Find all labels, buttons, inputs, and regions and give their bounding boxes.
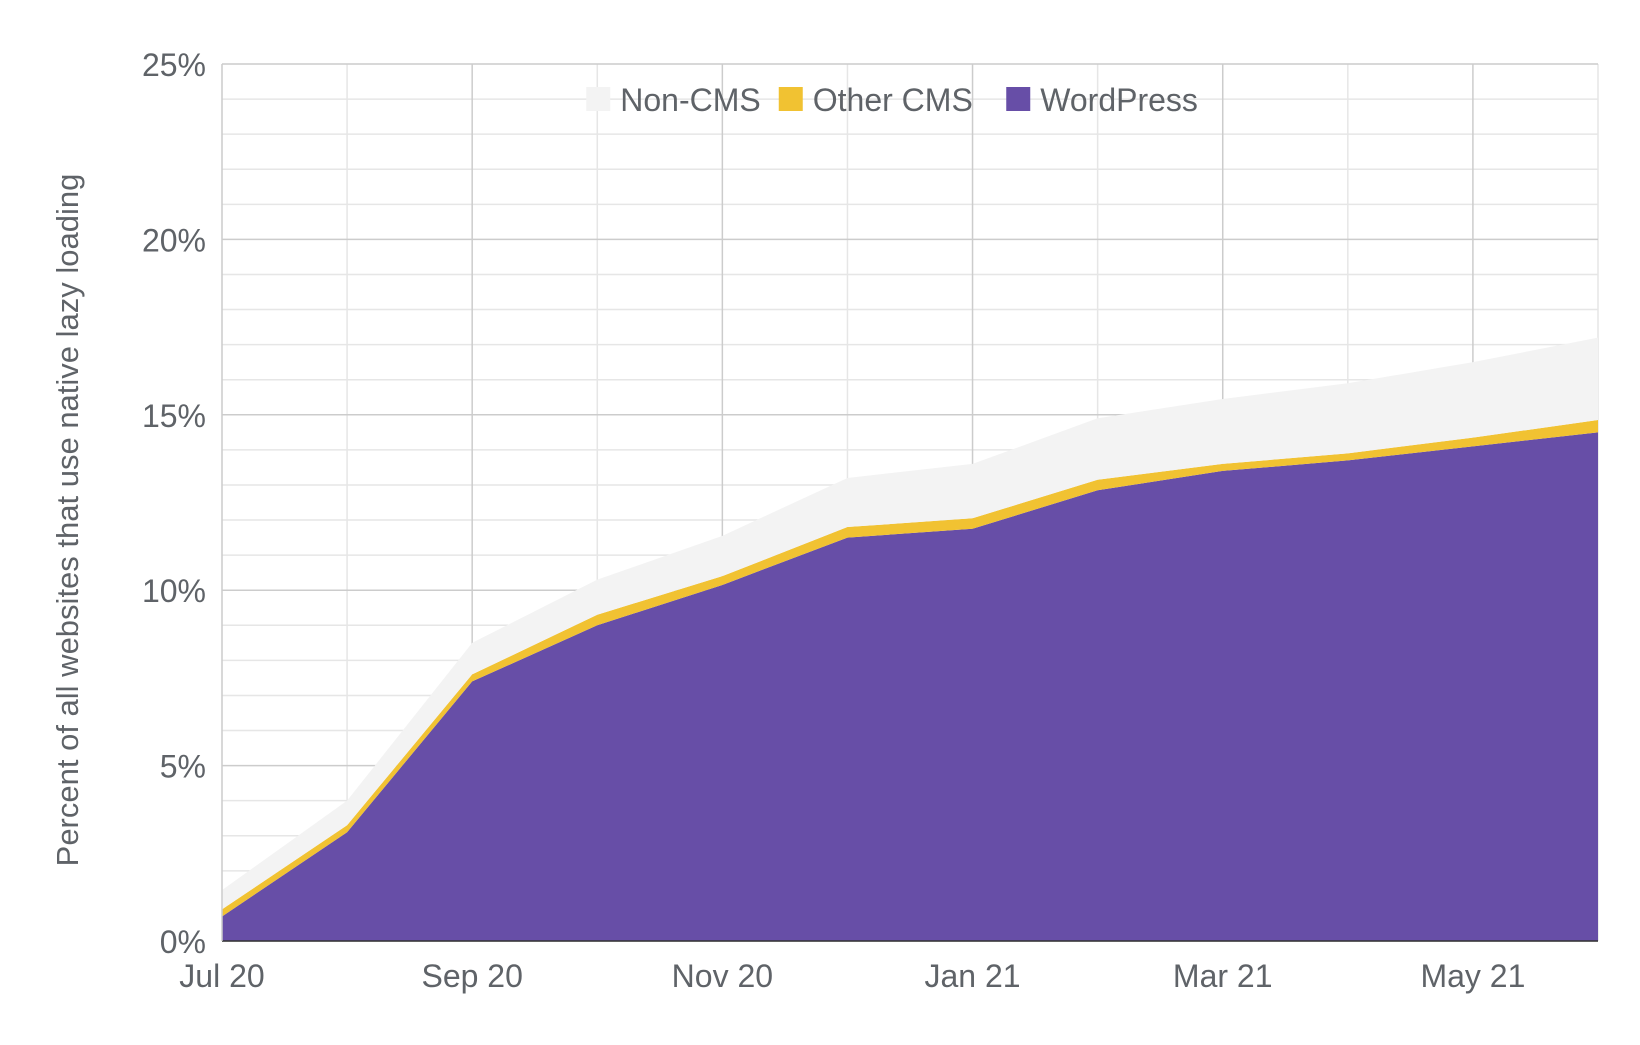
y-tick-label: 10% [142, 573, 206, 609]
legend: Non-CMS Other CMS WordPress [586, 82, 1198, 118]
legend-label: Non-CMS [620, 82, 760, 118]
legend-swatch [778, 87, 803, 111]
x-tick-label: May 21 [1420, 958, 1525, 994]
y-tick-label: 5% [160, 749, 206, 785]
y-tick-label: 0% [160, 924, 206, 960]
area [222, 432, 1598, 941]
area [222, 420, 1598, 917]
x-tick-label: Sep 20 [421, 958, 522, 994]
legend-label: Other CMS [813, 82, 973, 118]
y-tick-label: 25% [142, 47, 206, 83]
legend-swatch [586, 87, 611, 111]
x-tick-label: Nov 20 [672, 958, 773, 994]
legend-label: WordPress [1040, 82, 1198, 118]
area [222, 337, 1598, 910]
y-axis-label: Percent of all websites that use native … [50, 174, 85, 867]
y-tick-label: 20% [142, 222, 206, 258]
x-tick-label: Jul 20 [179, 958, 264, 994]
legend-swatch [1006, 87, 1031, 111]
x-tick-label: Mar 21 [1173, 958, 1273, 994]
y-tick-label: 15% [142, 398, 206, 434]
x-tick-label: Jan 21 [925, 958, 1021, 994]
